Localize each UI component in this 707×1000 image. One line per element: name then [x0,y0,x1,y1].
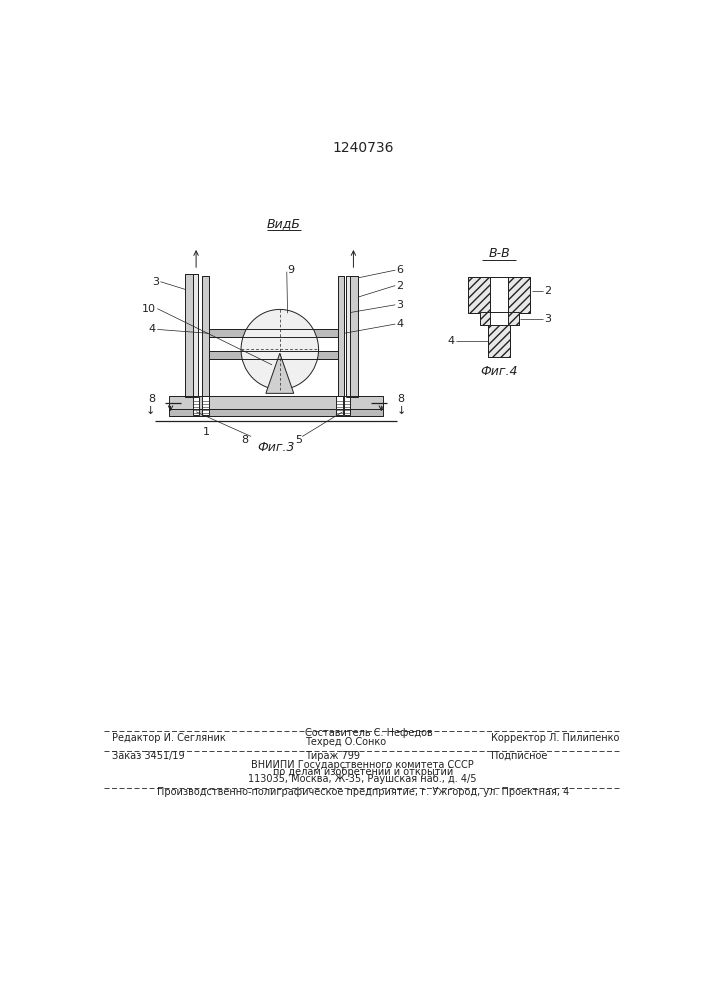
Bar [489,325,510,357]
Bar [209,329,338,337]
Text: Составитель С. Нефедов: Составитель С. Нефедов [305,728,433,738]
Bar [202,396,209,415]
Bar [480,312,518,325]
Text: Фиг.3: Фиг.3 [257,441,295,454]
Bar [490,312,508,325]
Bar [337,396,343,415]
Bar [338,276,344,396]
Text: ↓: ↓ [397,406,407,416]
Bar [169,409,383,416]
Text: Тираж 799: Тираж 799 [305,751,361,761]
Text: ВидБ: ВидБ [267,217,300,230]
Text: 3: 3 [544,314,551,324]
Bar [185,274,193,397]
Text: Заказ 3451/19: Заказ 3451/19 [112,751,185,761]
Text: 4: 4 [396,319,403,329]
Text: 4: 4 [447,336,454,346]
Text: 5: 5 [296,435,303,445]
Text: 1: 1 [203,427,210,437]
Ellipse shape [241,309,319,389]
Text: 9: 9 [288,265,295,275]
Text: 8: 8 [397,394,404,404]
Text: Подписное: Подписное [491,751,548,761]
Text: ↓: ↓ [146,406,155,416]
Text: 6: 6 [396,265,403,275]
Text: 8: 8 [148,394,155,404]
Text: Фиг.4: Фиг.4 [480,365,518,378]
Bar [468,277,530,312]
Bar [344,396,351,415]
Text: Корректор Л. Пилипенко: Корректор Л. Пилипенко [491,733,620,743]
Bar [490,277,508,312]
Text: 113035, Москва, Ж-35, Раушская наб., д. 4/5: 113035, Москва, Ж-35, Раушская наб., д. … [248,774,477,784]
Text: 2: 2 [396,281,403,291]
Bar [193,274,198,397]
Bar [209,351,338,359]
Text: 3: 3 [153,277,160,287]
Bar [346,276,351,397]
Text: по делам изобретений и открытий: по делам изобретений и открытий [273,767,453,777]
Text: ВНИИПИ Государственного комитета СССР: ВНИИПИ Государственного комитета СССР [252,760,474,770]
Text: 3: 3 [396,300,403,310]
Polygon shape [266,353,293,393]
Text: 2: 2 [544,286,551,296]
Text: Производственно-полиграфическое предприятие, г. Ужгород, ул. Проектная, 4: Производственно-полиграфическое предприя… [156,787,569,797]
Text: Техред О.Сонко: Техред О.Сонко [305,737,387,747]
Text: 4: 4 [148,324,156,334]
Text: Редактор И. Сегляник: Редактор И. Сегляник [112,733,226,743]
Bar [351,276,358,397]
Bar [202,276,209,396]
Text: 1240736: 1240736 [332,141,394,155]
Bar [193,396,199,415]
Text: 10: 10 [142,304,156,314]
Text: В-В: В-В [489,247,510,260]
Text: 8: 8 [241,435,248,445]
Bar [169,396,383,409]
